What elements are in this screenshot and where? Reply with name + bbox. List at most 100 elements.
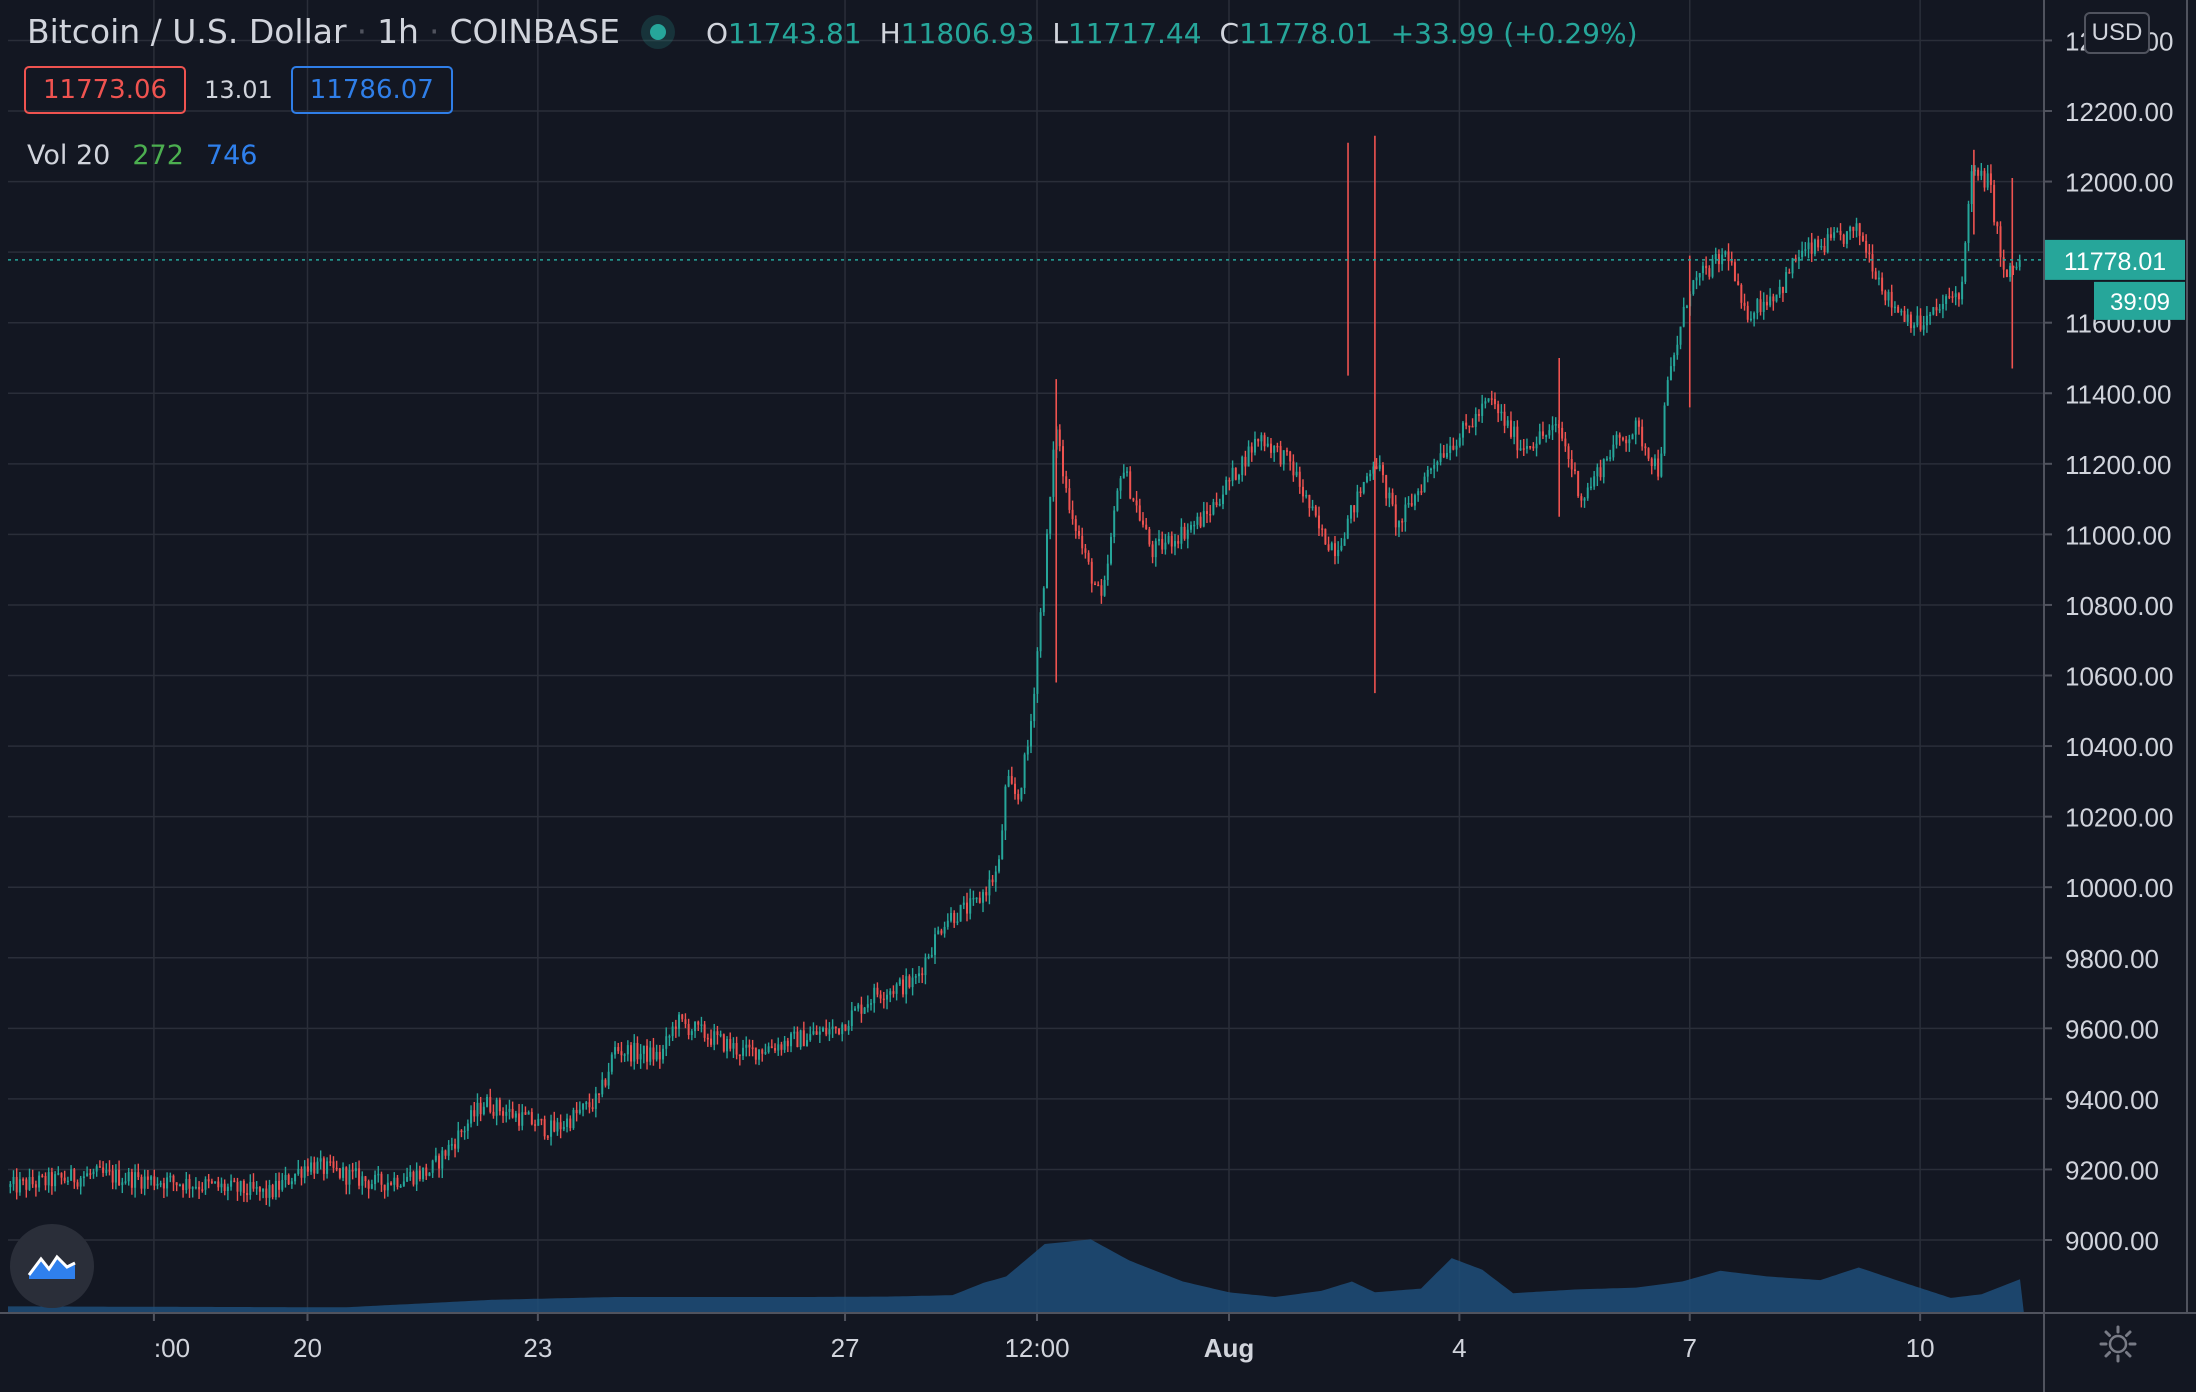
candle-body-down — [322, 1158, 325, 1174]
candle-body-up — [79, 1178, 82, 1187]
candle-body-down — [1874, 271, 1877, 280]
candle-body-up — [1913, 325, 1916, 329]
candle-body-up — [1346, 518, 1349, 539]
x-tick-label: 10 — [1906, 1333, 1935, 1363]
candle-body-up — [863, 1007, 866, 1014]
candle-body-down — [31, 1176, 34, 1185]
candle-body-up — [649, 1047, 652, 1062]
open-number: 11743.81 — [728, 17, 862, 50]
candle-body-down — [15, 1176, 18, 1193]
candle-body-down — [1333, 543, 1336, 557]
bar-countdown-label: 39:09 — [2110, 289, 2170, 316]
candle-body-down — [162, 1183, 165, 1189]
volume-legend[interactable]: Vol 20 272 746 — [27, 140, 257, 171]
candle-body-up — [982, 892, 985, 903]
candle-body-down — [985, 892, 988, 896]
candle-body-down — [1148, 529, 1151, 545]
candle-body-up — [1612, 444, 1615, 458]
bid-price-button[interactable]: 11773.06 — [24, 66, 187, 114]
candle-body-down — [604, 1079, 607, 1086]
candle-body-up — [1932, 307, 1935, 315]
candle-body-down — [1919, 315, 1922, 330]
y-tick-label: 12000.00 — [2065, 168, 2173, 198]
candle-body-down — [479, 1102, 482, 1115]
candle-body-up — [1180, 526, 1183, 544]
candle-body-down — [534, 1124, 537, 1126]
candle-body-down — [921, 973, 924, 976]
candle-body-up — [943, 926, 946, 934]
candle-body-down — [735, 1043, 738, 1055]
candle-body-down — [710, 1038, 713, 1045]
interval-label[interactable]: 1h — [377, 12, 419, 51]
candle-body-down — [1865, 240, 1868, 253]
candle-body-up — [1602, 459, 1605, 478]
symbol-name[interactable]: Bitcoin / U.S. Dollar — [27, 12, 347, 51]
candle-body-up — [393, 1177, 396, 1185]
candle-body-up — [354, 1168, 357, 1172]
candle-body-up — [914, 976, 917, 978]
candle-body-down — [1829, 234, 1832, 238]
candle-body-up — [1413, 495, 1416, 506]
spread-value: 13.01 — [204, 76, 273, 104]
candle-body-down — [540, 1118, 543, 1121]
currency-button[interactable]: USD — [2084, 12, 2150, 54]
candle-body-down — [1199, 516, 1202, 527]
candle-body-down — [786, 1040, 789, 1047]
x-tick-label: 27 — [831, 1333, 860, 1363]
candle-body-down — [780, 1044, 783, 1050]
tradingview-logo-icon[interactable] — [10, 1224, 94, 1308]
candle-body-down — [1391, 492, 1394, 505]
candle-body-up — [527, 1112, 530, 1115]
candle-body-down — [1993, 184, 1996, 223]
candle-body-up — [1433, 464, 1436, 469]
candle-body-up — [831, 1026, 834, 1030]
y-tick-label: 9400.00 — [2065, 1085, 2159, 1115]
candle-body-up — [1986, 173, 1989, 188]
y-tick-label: 9800.00 — [2065, 944, 2159, 974]
candle-body-down — [1541, 431, 1544, 436]
candle-body-up — [806, 1040, 809, 1047]
symbol-header[interactable]: Bitcoin / U.S. Dollar · 1h · COINBASE — [27, 12, 676, 51]
candle-body-up — [873, 987, 876, 1004]
candle-body-up — [121, 1182, 124, 1186]
candle-body-down — [502, 1111, 505, 1116]
candle-body-up — [870, 1003, 873, 1005]
candle-body-down — [1737, 281, 1740, 285]
candle-body-up — [1445, 453, 1448, 458]
candle-body-down — [1625, 439, 1628, 444]
candle-body-down — [1765, 301, 1768, 306]
ask-price-button[interactable]: 11786.07 — [290, 66, 453, 114]
x-tick-label: Aug — [1204, 1333, 1255, 1363]
candle-body-up — [537, 1118, 540, 1126]
candle-body-up — [572, 1109, 575, 1129]
candle-body-down — [118, 1169, 121, 1186]
candle-body-down — [1884, 291, 1887, 301]
candle-body-up — [950, 912, 953, 921]
candle-body-down — [598, 1093, 601, 1095]
candle-body-up — [777, 1044, 780, 1051]
candle-body-down — [2002, 257, 2005, 270]
gear-icon[interactable] — [2098, 1324, 2138, 1364]
candle-body-up — [1030, 721, 1033, 747]
high-number: 11806.93 — [900, 17, 1035, 50]
candle-body-up — [9, 1184, 12, 1188]
candle-body-up — [895, 984, 898, 994]
candle-body-down — [41, 1175, 44, 1178]
candle-body-up — [790, 1033, 793, 1047]
candle-body-up — [185, 1178, 188, 1191]
candle-body-down — [153, 1176, 156, 1186]
candle-body-down — [1353, 505, 1356, 513]
volume-ma-value: 746 — [205, 140, 258, 171]
candle-body-down — [706, 1037, 709, 1040]
candle-body-up — [918, 973, 921, 977]
candle-body-up — [57, 1173, 60, 1175]
candle-body-up — [934, 934, 937, 955]
candle-body-up — [1436, 461, 1439, 465]
candle-body-down — [306, 1166, 309, 1172]
candle-body-up — [1964, 242, 1967, 282]
candle-body-up — [1929, 314, 1932, 317]
candle-body-down — [1858, 223, 1861, 236]
candle-body-up — [1196, 516, 1199, 525]
